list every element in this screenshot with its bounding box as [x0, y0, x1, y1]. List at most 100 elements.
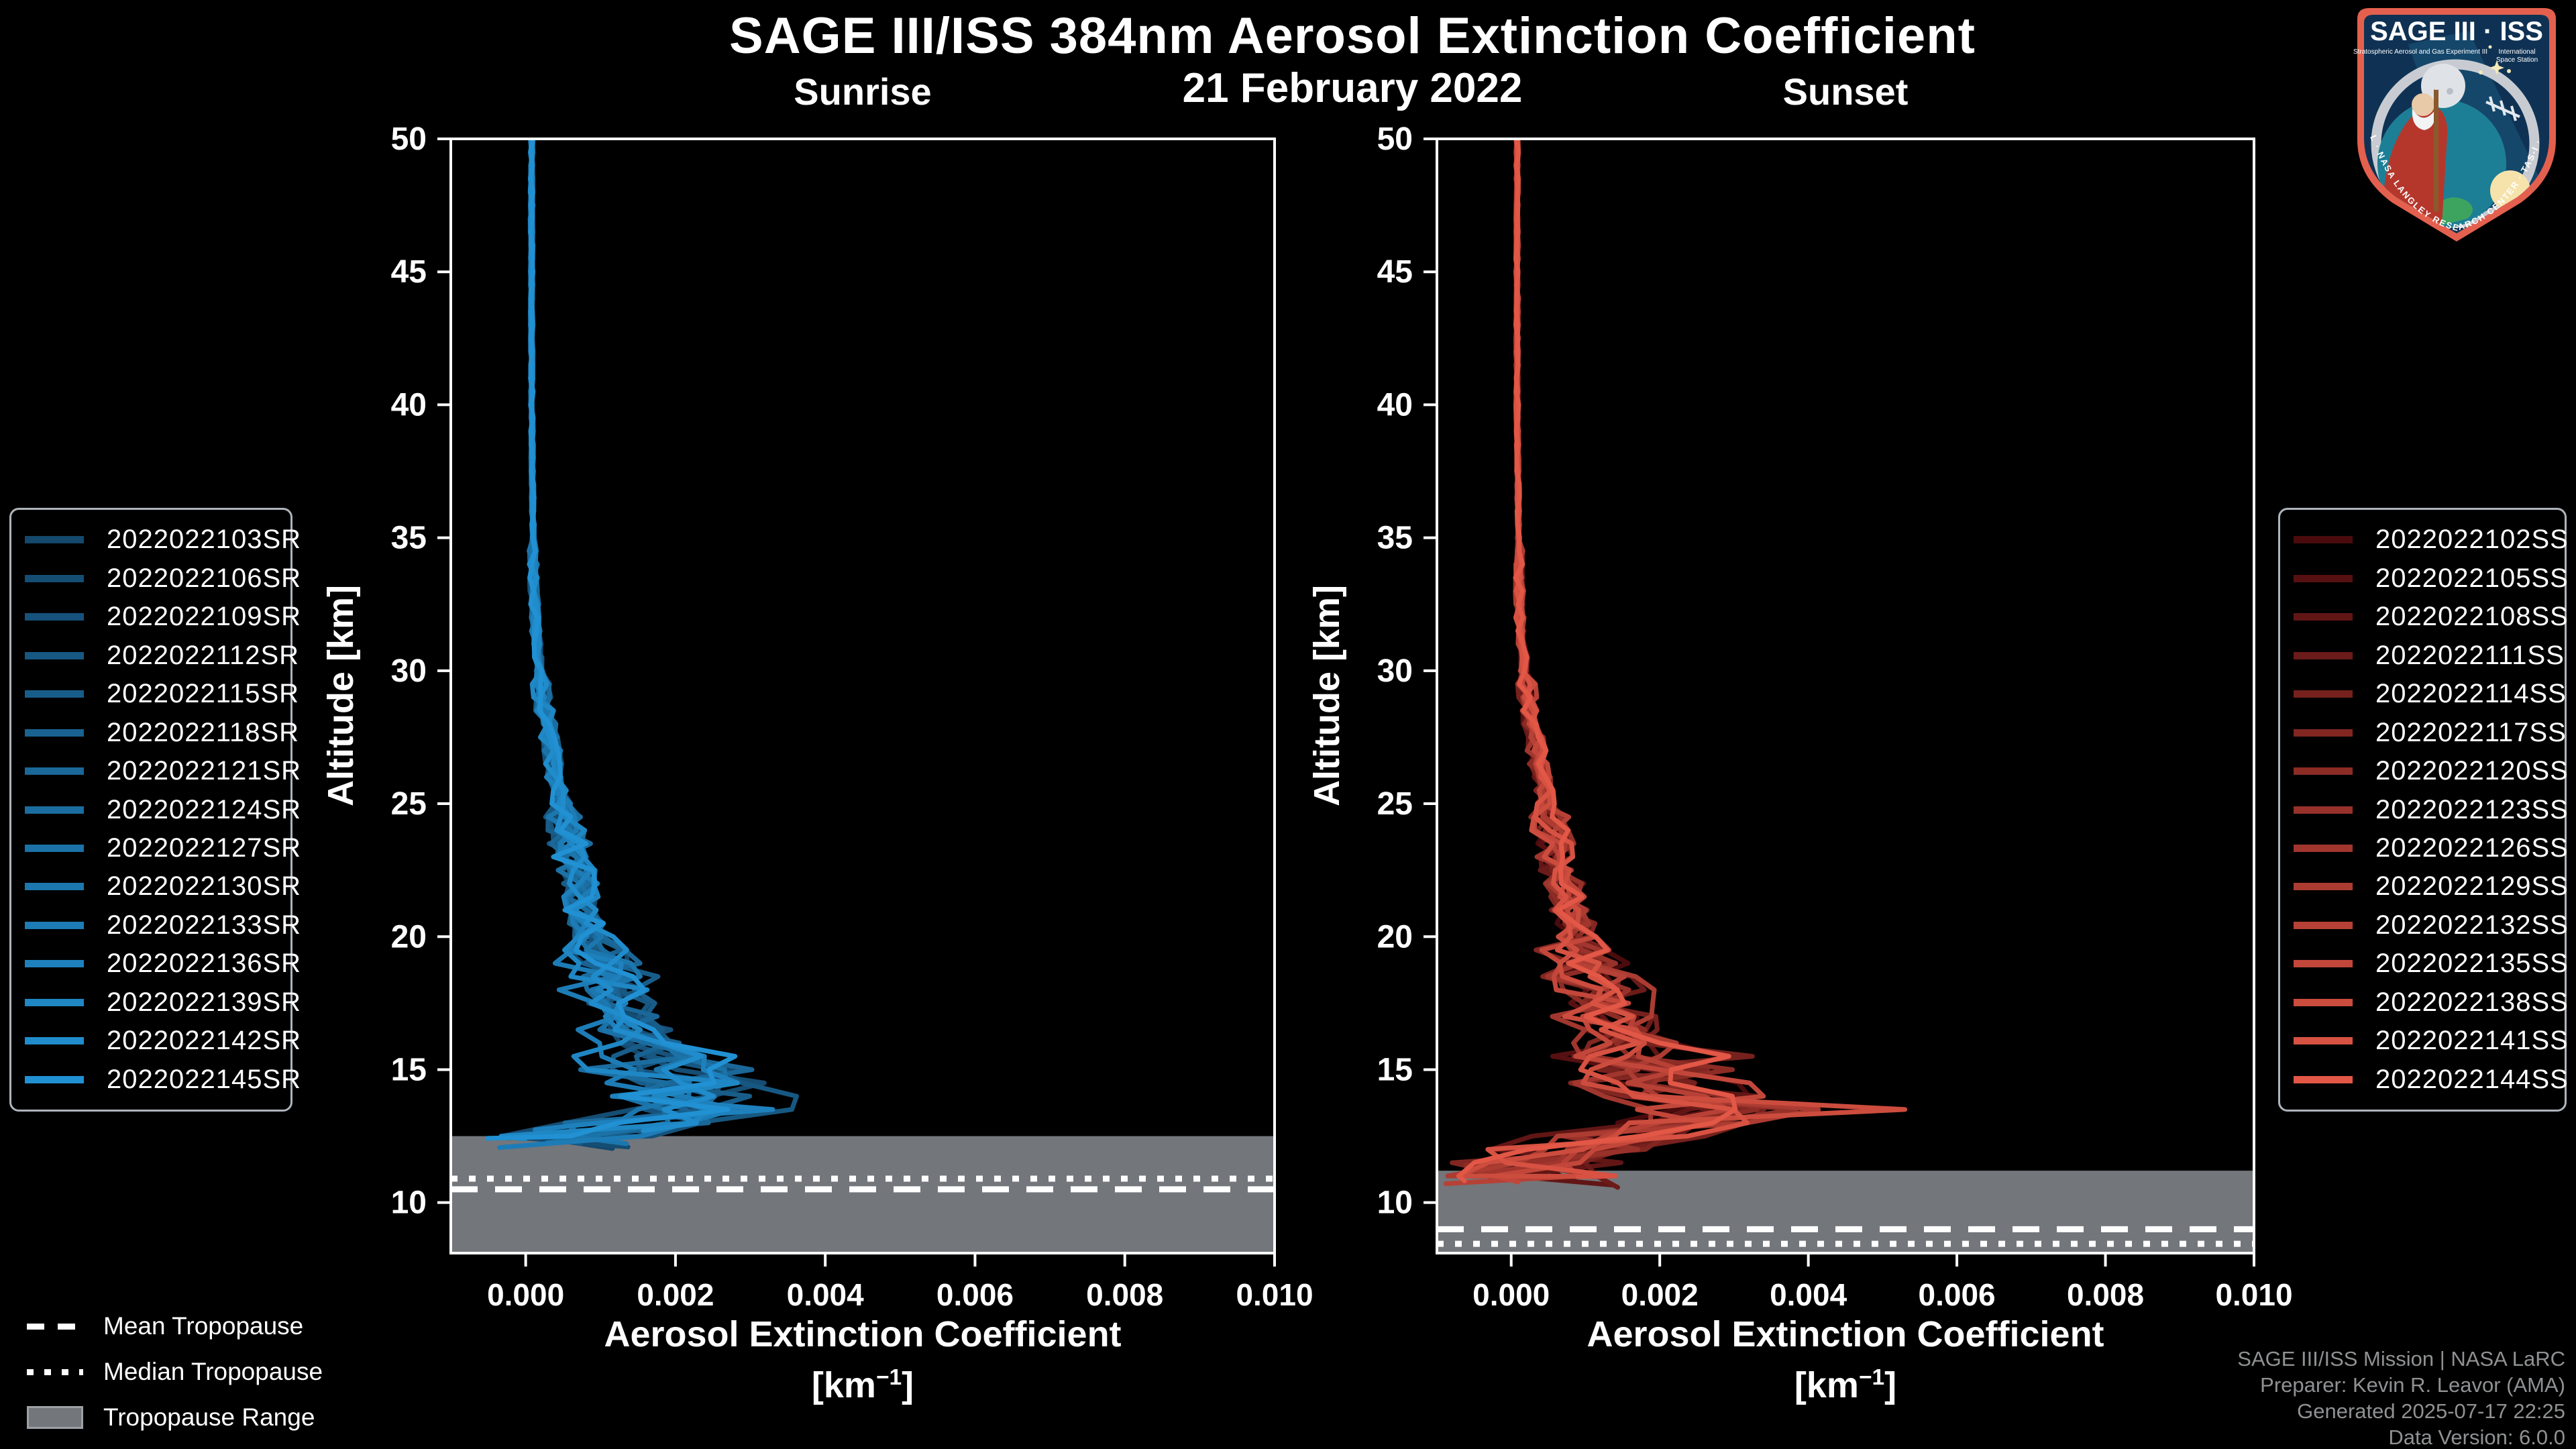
- svg-text:40: 40: [391, 387, 427, 423]
- legend-line-swatch: [25, 729, 84, 737]
- plot-sunrise: 10 15 20 25 30 35 40 45 50 0.000 0.002 0.004 0.006 0.…: [391, 121, 1313, 1312]
- legend-item-label: 2022022142SR: [107, 1026, 302, 1056]
- credits: SAGE III/ISS Mission | NASA LaRC Prepare…: [2237, 1347, 2565, 1449]
- svg-text:0.004: 0.004: [1770, 1277, 1847, 1312]
- legend-line-swatch: [25, 806, 84, 814]
- legend-item-label: 2022022132SS: [2375, 910, 2569, 940]
- legend-line-swatch: [2294, 1075, 2353, 1083]
- legend-item: 2022022127SR: [11, 833, 301, 863]
- svg-text:0.006: 0.006: [936, 1277, 1014, 1312]
- panel-title-sunset: Sunset: [1782, 70, 1909, 113]
- legend-item-label: 2022022115SR: [107, 679, 300, 709]
- legend-item-label: 2022022145SR: [107, 1064, 302, 1094]
- legend-item: 2022022129SS: [2280, 871, 2568, 902]
- legend-item-label: 2022022141SS: [2375, 1026, 2569, 1056]
- legend-item-label: 2022022127SR: [107, 833, 302, 863]
- y-axis-label-sunset: Altitude [km]: [1307, 585, 1347, 806]
- tropopause-legend: Mean Tropopause Median Tropopause Tropop…: [27, 1312, 323, 1432]
- legend-item: 2022022123SS: [2280, 795, 2568, 825]
- svg-text:30: 30: [1377, 653, 1413, 689]
- median-tropopause-swatch: [27, 1360, 83, 1384]
- legend-line-swatch: [2294, 806, 2353, 814]
- svg-text:15: 15: [391, 1052, 427, 1087]
- series-2022022114SS: [1464, 139, 1767, 1179]
- legend-line-swatch: [2294, 1037, 2353, 1045]
- svg-text:0.002: 0.002: [637, 1277, 714, 1312]
- legend-item-label: 2022022117SS: [2375, 717, 2567, 747]
- legend-item-label: 2022022135SS: [2375, 949, 2569, 979]
- tropopause-range-band: [451, 1136, 1275, 1253]
- legend-line-swatch: [2294, 998, 2353, 1006]
- mean-tropopause-entry: Mean Tropopause: [27, 1312, 323, 1340]
- legend-item-label: 2022022124SR: [107, 794, 302, 824]
- svg-text:25: 25: [1377, 786, 1413, 822]
- svg-text:0.000: 0.000: [1472, 1277, 1550, 1312]
- logo-subtitle-left: Stratospheric Aerosol and Gas Experiment…: [2353, 48, 2487, 56]
- legend-item: 2022022133SR: [11, 910, 301, 941]
- legend-sunset: 2022022102SS 2022022105SS 2022022108SS 2022…: [2278, 508, 2569, 1112]
- legend-item-label: 2022022121SR: [107, 756, 302, 786]
- legend-line-swatch: [25, 767, 84, 775]
- legend-line-swatch: [2294, 960, 2353, 968]
- legend-line-swatch: [2294, 767, 2353, 775]
- page-title: SAGE III/ISS 384nm Aerosol Extinction Co…: [729, 7, 1976, 64]
- legend-item: 2022022142SR: [11, 1026, 301, 1056]
- legend-item: 2022022112SR: [11, 641, 299, 671]
- svg-text:Space Station: Space Station: [2496, 56, 2538, 64]
- legend-item-label: 2022022102SS: [2375, 525, 2569, 555]
- legend-item: 2022022120SS: [2280, 756, 2568, 786]
- legend-line-swatch: [2294, 536, 2353, 544]
- legend-item-label: 2022022111SS: [2375, 640, 2565, 670]
- legend-item-label: 2022022112SR: [107, 640, 300, 670]
- legend-item-label: 2022022126SS: [2375, 833, 2569, 863]
- legend-item: 2022022102SS: [2280, 525, 2568, 555]
- legend-line-swatch: [25, 613, 84, 621]
- legend-line-swatch: [25, 574, 84, 582]
- svg-text:35: 35: [1377, 521, 1413, 556]
- svg-text:10: 10: [391, 1185, 427, 1221]
- legend-item-label: 2022022130SR: [107, 871, 302, 902]
- y-axis-label-sunrise: Altitude [km]: [321, 585, 361, 806]
- svg-text:30: 30: [391, 653, 427, 689]
- legend-item: 2022022130SR: [11, 871, 301, 902]
- plot-sunset: 10 15 20 25 30 35 40 45 50 0.000 0.002 0.004 0.006 0.…: [1377, 121, 2293, 1312]
- logo-subtitle-right: International: [2498, 48, 2535, 56]
- svg-text:0.010: 0.010: [1236, 1277, 1313, 1312]
- legend-item: 2022022109SR: [11, 602, 301, 632]
- svg-text:50: 50: [1377, 121, 1413, 157]
- svg-text:45: 45: [1377, 254, 1413, 290]
- date-subtitle: 21 February 2022: [1182, 65, 1523, 111]
- legend-item: 2022022114SS: [2280, 679, 2567, 709]
- tropopause-range-band: [1437, 1171, 2254, 1253]
- svg-text:20: 20: [391, 919, 427, 955]
- tropopause-range-swatch: [27, 1405, 83, 1430]
- sage-iss-logo: SAGE III · ISS Stratospheric Aerosol and…: [2341, 4, 2556, 241]
- legend-line-swatch: [2294, 651, 2353, 659]
- legend-item: 2022022138SS: [2280, 987, 2568, 1018]
- legend-item: 2022022139SR: [11, 987, 301, 1018]
- legend-item-label: 2022022139SR: [107, 987, 302, 1017]
- svg-text:40: 40: [1377, 387, 1413, 423]
- legend-line-swatch: [2294, 690, 2353, 698]
- legend-item: 2022022124SR: [11, 795, 301, 825]
- svg-text:45: 45: [391, 254, 427, 290]
- svg-text:0.008: 0.008: [1086, 1277, 1163, 1312]
- tropopause-range-entry: Tropopause Range: [27, 1403, 323, 1432]
- legend-item: 2022022117SS: [2280, 717, 2567, 748]
- legend-item-label: 2022022129SS: [2375, 871, 2569, 902]
- legend-item-label: 2022022105SS: [2375, 563, 2569, 593]
- svg-text:0.010: 0.010: [2215, 1277, 2292, 1312]
- svg-text:0.002: 0.002: [1621, 1277, 1699, 1312]
- legend-item-label: 2022022108SS: [2375, 602, 2569, 632]
- legend-line-swatch: [25, 651, 84, 659]
- legend-item-label: 2022022118SR: [107, 717, 300, 747]
- legend-item-label: 2022022114SS: [2375, 679, 2567, 709]
- svg-text:25: 25: [391, 786, 427, 822]
- legend-item: 2022022111SS: [2280, 641, 2565, 671]
- svg-text:20: 20: [1377, 919, 1413, 955]
- legend-item: 2022022132SS: [2280, 910, 2568, 941]
- legend-line-swatch: [25, 1037, 84, 1045]
- median-tropopause-entry: Median Tropopause: [27, 1358, 323, 1386]
- panel-title-sunrise: Sunrise: [794, 70, 932, 113]
